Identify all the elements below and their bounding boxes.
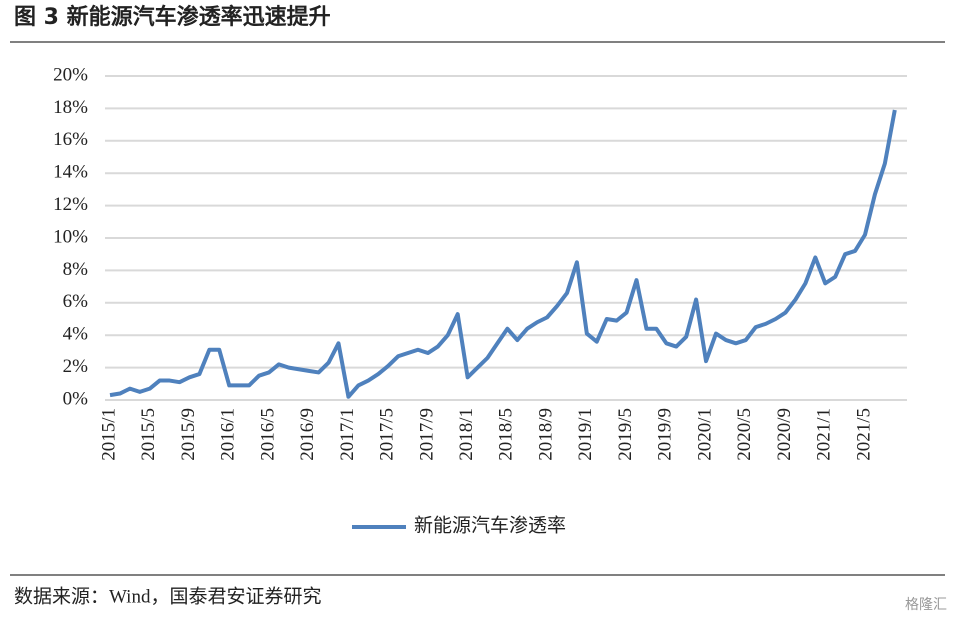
series-line [109, 109, 897, 399]
x-tick-label: 2019/1 [575, 408, 596, 461]
legend-label: 新能源汽车渗透率 [414, 514, 566, 536]
x-tick-label: 2020/5 [734, 408, 755, 461]
x-tick-label: 2020/9 [774, 408, 795, 461]
y-tick-label: 2% [63, 356, 89, 377]
x-tick-label: 2016/5 [257, 408, 278, 461]
x-tick-label: 2018/5 [496, 408, 517, 461]
x-tick-label: 2015/5 [138, 408, 159, 461]
x-tick-label: 2021/1 [814, 408, 835, 461]
x-tick-label: 2015/9 [178, 408, 199, 461]
y-tick-label: 10% [53, 226, 88, 247]
y-tick-label: 8% [63, 259, 89, 280]
x-tick-label: 2016/9 [297, 408, 318, 461]
x-tick-label: 2019/9 [655, 408, 676, 461]
x-tick-label: 2020/1 [694, 408, 715, 461]
x-tick-label: 2021/5 [853, 408, 874, 461]
x-tick-label: 2017/1 [337, 408, 358, 461]
watermark: 格隆汇 [905, 597, 947, 613]
x-tick-label: 2017/5 [377, 408, 398, 461]
y-tick-label: 18% [53, 97, 88, 118]
x-tick-label: 2018/9 [535, 408, 556, 461]
x-tick-label: 2016/1 [218, 408, 239, 461]
chart-title: 图 3 新能源汽车渗透率迅速提升 [14, 4, 331, 30]
y-tick-label: 6% [63, 291, 89, 312]
y-tick-label: 4% [63, 324, 89, 345]
y-tick-label: 20% [53, 64, 88, 85]
y-tick-label: 0% [63, 388, 89, 409]
source-note: 数据来源：Wind，国泰君安证券研究 [14, 585, 321, 607]
y-tick-label: 12% [53, 194, 88, 215]
x-tick-label: 2015/1 [98, 408, 119, 461]
y-tick-label: 14% [53, 162, 88, 183]
x-tick-label: 2017/9 [416, 408, 437, 461]
y-tick-label: 16% [53, 129, 88, 150]
x-tick-label: 2018/1 [456, 408, 477, 461]
x-tick-label: 2019/5 [615, 408, 636, 461]
